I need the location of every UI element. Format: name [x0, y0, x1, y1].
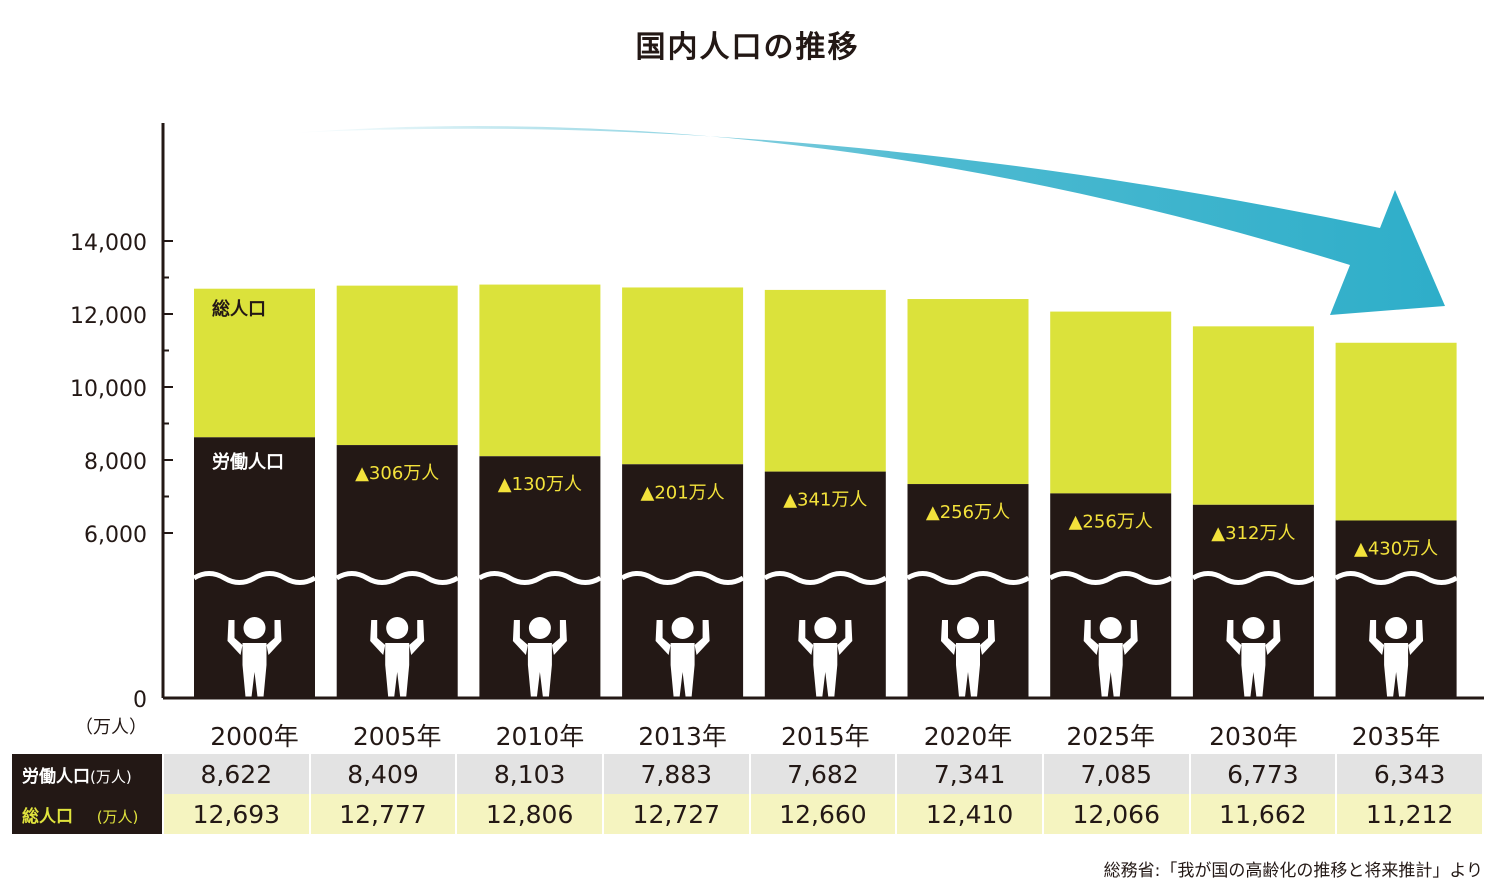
y-tick-label: 10,000 [70, 377, 147, 402]
total-population-bar [336, 285, 458, 446]
x-tick-label: 2013年 [638, 722, 727, 751]
person-icon [1226, 617, 1281, 697]
labor-value-cell: 7,682 [750, 754, 896, 794]
y-tick-label: 8,000 [84, 450, 147, 475]
total-population-bar [1050, 311, 1172, 494]
decrease-label: ▲306万人 [355, 463, 439, 484]
y-tick-label: 14,000 [70, 231, 147, 256]
x-tick-label: 2030年 [1209, 722, 1298, 751]
labor-value-cell: 8,103 [457, 754, 602, 794]
labor-value-cell: 8,622 [164, 754, 309, 794]
x-tick-label: 2015年 [781, 722, 870, 751]
axis-break-wave [1334, 571, 1458, 585]
y-tick-label: 6,000 [84, 523, 147, 548]
decrease-label: ▲341万人 [783, 490, 867, 511]
labor-row-label: 労働人口 [22, 766, 90, 787]
axis-break-wave [620, 571, 745, 585]
y-unit-label: （万人） [75, 717, 147, 738]
decrease-label: ▲430万人 [1354, 538, 1438, 559]
x-tick-label: 2005年 [353, 722, 442, 751]
axis-break-wave [335, 571, 459, 585]
total-population-bar [194, 288, 315, 438]
decrease-label: ▲312万人 [1211, 523, 1295, 544]
total-value-cell: 11,662 [1190, 794, 1336, 834]
total-population-bar [1192, 326, 1314, 505]
total-population-bar [622, 287, 744, 465]
labor-value-cell: 6,773 [1190, 754, 1336, 794]
total-population-bar [764, 289, 886, 472]
person-icon [1083, 617, 1138, 697]
total-value-cell: 11,212 [1337, 794, 1482, 834]
decrease-label: ▲130万人 [498, 474, 582, 495]
decrease-label: ▲256万人 [1069, 511, 1153, 532]
person-icon [512, 617, 567, 697]
axis-break-wave [1191, 571, 1316, 585]
decrease-label: ▲256万人 [926, 502, 1010, 523]
series-label-labor: 労働人口 [212, 451, 284, 473]
person-icon [370, 617, 425, 697]
axis-break-wave [192, 571, 317, 585]
total-value-cell: 12,066 [1043, 794, 1189, 834]
total-row: 総人口 (万人) 12,693 12,777 12,806 12,727 12,660 1… [12, 794, 1482, 834]
total-row-label: 総人口 [22, 806, 73, 827]
axis-break-wave [1048, 571, 1173, 585]
labor-row-header: 労働人口(万人) [12, 754, 162, 794]
person-icon [941, 617, 995, 697]
person-icon [798, 617, 853, 697]
labor-value-cell: 7,085 [1043, 754, 1189, 794]
labor-value-cell: 6,343 [1337, 754, 1482, 794]
total-population-bar [479, 284, 601, 457]
total-row-header: 総人口 (万人) [12, 794, 162, 834]
axis-break-wave [763, 571, 888, 585]
total-value-cell: 12,777 [310, 794, 456, 834]
person-icon [655, 617, 710, 697]
x-tick-label: 2020年 [924, 722, 1013, 751]
axis-break-wave [478, 571, 602, 585]
labor-value-cell: 7,883 [603, 754, 749, 794]
labor-row: 労働人口(万人) 8,622 8,409 8,103 7,883 7,682 7,341 7… [12, 754, 1482, 794]
y-tick-label: 0 [133, 688, 147, 713]
labor-row-unit: (万人) [90, 767, 132, 786]
data-table: 労働人口(万人) 8,622 8,409 8,103 7,883 7,682 7,341 7… [10, 754, 1484, 834]
person-icon [1369, 617, 1424, 697]
total-population-bar [907, 299, 1029, 485]
x-tick-label: 2035年 [1352, 722, 1441, 751]
x-tick-label: 2000年 [210, 722, 299, 751]
axis-break-wave [906, 571, 1030, 585]
labor-value-cell: 7,341 [897, 754, 1042, 794]
total-value-cell: 12,660 [750, 794, 896, 834]
total-value-cell: 12,806 [457, 794, 602, 834]
source-note: 総務省:「我が国の高齢化の推移と将来推計」より [1103, 861, 1483, 881]
total-value-cell: 12,410 [897, 794, 1042, 834]
trend-arrow-icon [290, 126, 1445, 315]
y-tick-label: 12,000 [70, 304, 147, 329]
total-row-unit: (万人) [96, 807, 139, 826]
chart-title: 国内人口の推移 [635, 30, 860, 65]
person-icon [227, 617, 282, 697]
series-label-total: 総人口 [212, 298, 266, 320]
x-tick-label: 2025年 [1066, 722, 1155, 751]
total-value-cell: 12,693 [164, 794, 309, 834]
total-population-bar [1335, 342, 1457, 521]
decrease-label: ▲201万人 [640, 482, 724, 503]
labor-value-cell: 8,409 [310, 754, 456, 794]
chart-area: ▲306万人 ▲130万人 ▲201万人 ▲341万人 ▲256万人 ▲256万人 ▲312… [70, 123, 1484, 751]
x-tick-label: 2010年 [496, 722, 585, 751]
total-value-cell: 12,727 [603, 794, 749, 834]
